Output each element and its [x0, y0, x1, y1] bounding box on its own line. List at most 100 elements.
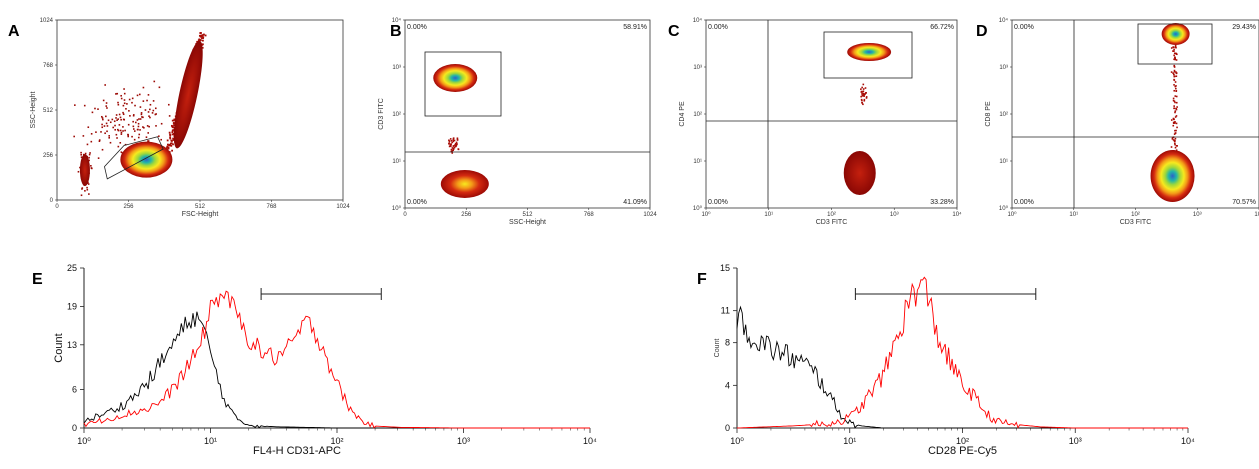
event-dot: [1172, 50, 1174, 52]
event-dot: [127, 123, 130, 126]
gate-rect: [1137, 23, 1213, 65]
event-dot: [1173, 105, 1175, 107]
event-dot: [1174, 121, 1176, 123]
event-dot: [197, 39, 200, 42]
main-population: [120, 141, 173, 178]
event-dot: [1173, 79, 1176, 81]
event-dot: [1174, 143, 1176, 146]
event-dot: [449, 138, 452, 140]
x-tick-label: 768: [266, 204, 277, 210]
event-dot: [104, 132, 106, 135]
event-dot: [169, 136, 171, 139]
event-dot: [107, 119, 110, 122]
event-dot: [865, 97, 868, 99]
event-dot: [1176, 53, 1178, 56]
event-dot: [1172, 99, 1175, 102]
event-dot: [451, 141, 453, 144]
y-tick-label: 768: [43, 63, 54, 69]
x-tick-label: 10²: [1131, 212, 1140, 218]
event-dot: [452, 148, 455, 151]
event-dot: [171, 119, 174, 122]
x-axis-label: CD28 PE-Cy5: [928, 445, 997, 457]
event-dot: [450, 139, 453, 142]
y-tick-label: 0: [72, 423, 77, 433]
event-dot: [171, 129, 174, 132]
event-dot: [100, 115, 103, 118]
event-dot: [122, 111, 124, 114]
cd4-negative-population: [843, 151, 876, 195]
event-dot: [1173, 69, 1176, 72]
event-dot: [152, 109, 155, 112]
event-dot: [132, 125, 135, 128]
panel-label-F: F: [697, 271, 707, 288]
event-dot: [148, 115, 150, 117]
panel-B: B 0.00% 58.91% 0.00% 41.09% 0 256 512 768 1024 10⁰…: [378, 17, 657, 226]
event-dot: [90, 165, 92, 167]
event-dot: [98, 140, 101, 143]
event-dot: [1176, 106, 1178, 108]
y-tick-label: 0: [50, 198, 54, 204]
event-dot: [138, 118, 140, 120]
event-dot: [865, 92, 867, 94]
y-axis-label: CD3 FITC: [378, 98, 385, 130]
event-dot: [88, 153, 91, 156]
event-dot: [91, 167, 93, 170]
event-dot: [77, 170, 80, 173]
x-axis-label: SSC-Height: [509, 219, 546, 226]
event-dot: [90, 133, 93, 135]
y-tick-label: 10¹: [392, 159, 401, 165]
event-dot: [97, 157, 100, 159]
stream-density: [173, 40, 203, 149]
event-dot: [144, 109, 147, 111]
cd3-negative-population: [440, 170, 489, 198]
event-dot: [861, 93, 863, 95]
event-dot: [452, 139, 455, 141]
event-dot: [122, 130, 124, 132]
event-dot: [132, 128, 135, 130]
y-tick-label: 10⁰: [693, 205, 703, 212]
y-tick-label: 512: [43, 108, 54, 114]
event-dot: [170, 139, 173, 142]
x-tick-label: 10⁴: [583, 436, 597, 446]
event-dot: [1175, 129, 1177, 132]
y-tick-label: 15: [720, 263, 730, 273]
event-dot: [81, 188, 83, 190]
y-tick-label: 6: [72, 385, 77, 395]
event-dot: [117, 129, 120, 132]
event-dot: [120, 131, 123, 134]
event-dot: [105, 115, 107, 118]
series-line-1: [736, 276, 1188, 429]
plot-frame-D: [1011, 19, 1259, 209]
event-dot: [1175, 115, 1178, 117]
event-dot: [1170, 47, 1173, 49]
event-dot: [452, 147, 455, 150]
event-dot: [132, 120, 134, 123]
event-dot: [448, 145, 451, 148]
event-dot: [1175, 107, 1178, 110]
event-dot: [139, 106, 142, 108]
event-dot: [168, 131, 171, 134]
event-dot: [1173, 107, 1175, 110]
event-dot: [1172, 72, 1174, 75]
event-dot: [117, 118, 119, 120]
event-dot: [143, 126, 145, 129]
event-dot: [135, 121, 137, 124]
event-dot: [170, 144, 173, 147]
event-dot: [172, 122, 175, 125]
event-dot: [131, 101, 133, 104]
event-dot: [151, 112, 154, 114]
event-dot: [448, 140, 451, 142]
event-dot: [863, 99, 866, 102]
event-dot: [861, 95, 864, 97]
event-dot: [122, 126, 124, 128]
event-dot: [1173, 48, 1175, 51]
event-dot: [129, 115, 131, 117]
x-tick-label: 10²: [827, 212, 836, 218]
event-dot: [199, 32, 202, 34]
event-dot: [146, 125, 149, 127]
event-dot: [864, 87, 867, 89]
event-dot: [862, 90, 865, 93]
event-dot: [86, 186, 88, 189]
event-dot: [136, 128, 139, 131]
event-dot: [103, 125, 106, 127]
